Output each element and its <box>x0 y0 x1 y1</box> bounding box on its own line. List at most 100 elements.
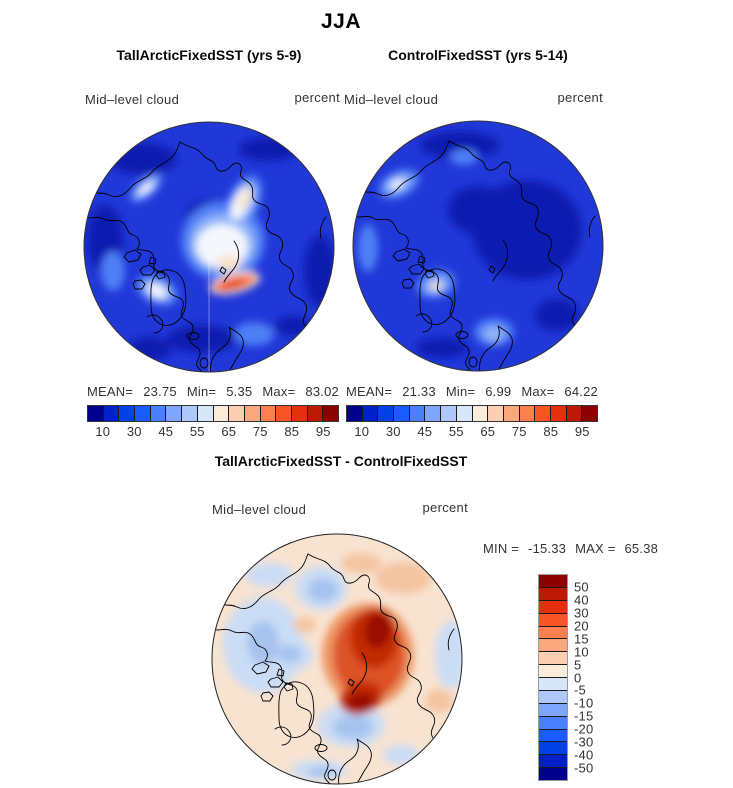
tick-label: 45 <box>158 424 174 439</box>
colorbar-cell <box>519 406 536 421</box>
colorbar-cell <box>488 406 504 421</box>
panel-title-tallarctic: TallArcticFixedSST (yrs 5-9) <box>116 47 302 63</box>
tick-label: -10 <box>574 695 594 711</box>
colorbar-cell <box>539 639 567 653</box>
tick-label: 75 <box>511 424 527 439</box>
colorbar-cell <box>550 406 567 421</box>
colorbar-cell <box>323 406 338 421</box>
min-value: 5.35 <box>226 384 253 399</box>
colorbar-cell <box>539 652 567 666</box>
polar-map-difference <box>211 533 463 785</box>
colorbar-cell <box>182 406 198 421</box>
colorbar-cell <box>503 406 520 421</box>
colorbar-cell <box>103 406 120 421</box>
mean-value: 23.75 <box>143 384 177 399</box>
tick-label: 55 <box>189 424 205 439</box>
colorbar-cell <box>456 406 473 421</box>
mean-label: MEAN= <box>346 384 393 399</box>
mean-value: 21.33 <box>402 384 436 399</box>
diff-min-label: MIN = <box>483 541 520 556</box>
colorbar-cell <box>539 626 567 640</box>
colorbar-cell <box>539 575 567 588</box>
colorbar-cell <box>362 406 379 421</box>
tick-label: -50 <box>574 760 594 776</box>
colorbar-cell <box>378 406 395 421</box>
tick-label: 20 <box>574 618 589 634</box>
colorbar-cell <box>197 406 214 421</box>
units-label-tallarctic: percent <box>294 90 340 105</box>
diff-min-value: -15.33 <box>528 541 567 556</box>
max-value: 83.02 <box>305 384 339 399</box>
colorbar-cell <box>88 406 104 421</box>
tick-label: 40 <box>574 592 589 608</box>
tick-label: -40 <box>574 747 594 763</box>
tick-label: 95 <box>574 424 590 439</box>
colorbar-cell <box>539 729 567 743</box>
colorbar-cell <box>166 406 183 421</box>
colorbar-cell <box>472 406 489 421</box>
colorbar-cell <box>539 716 567 730</box>
min-value: 6.99 <box>485 384 512 399</box>
colorbar-cell <box>539 587 567 601</box>
colorbar-cell <box>582 406 597 421</box>
colorbar-cell <box>213 406 230 421</box>
colorbar-cell <box>535 406 551 421</box>
colorbar-control <box>346 405 598 422</box>
tick-label: 85 <box>284 424 300 439</box>
panel-title-control: ControlFixedSST (yrs 5-14) <box>388 47 568 63</box>
max-value: 64.22 <box>564 384 598 399</box>
tick-label: 85 <box>543 424 559 439</box>
diff-max-value: 65.38 <box>624 541 659 556</box>
colorbar-tallarctic <box>87 405 339 422</box>
colorbar-cell <box>394 406 410 421</box>
colorbar-cell <box>135 406 151 421</box>
figure-title: JJA <box>320 10 362 33</box>
tick-label: 65 <box>480 424 496 439</box>
colorbar-ticks-tallarctic: 10 30 45 55 65 75 85 95 <box>87 424 339 439</box>
colorbar-cell <box>150 406 167 421</box>
units-label-control: percent <box>557 90 603 105</box>
colorbar-cell <box>119 406 136 421</box>
colorbar-cell <box>539 703 567 717</box>
field-label-control: Mid–level cloud <box>344 92 439 107</box>
colorbar-cell <box>291 406 308 421</box>
colorbar-cell <box>260 406 277 421</box>
min-label: Min= <box>445 384 476 399</box>
colorbar-cell <box>425 406 442 421</box>
colorbar-cell <box>229 406 245 421</box>
tick-label: 55 <box>448 424 464 439</box>
colorbar-cell <box>539 768 567 780</box>
max-label: Max= <box>262 384 296 399</box>
tick-label: 15 <box>574 631 589 647</box>
tick-label: 30 <box>574 605 589 621</box>
colorbar-ticks-difference: 50 40 30 20 15 10 5 0 -5 -10 -15 -20 -30 -40 -50 <box>574 574 614 781</box>
max-label: Max= <box>521 384 555 399</box>
colorbar-cell <box>539 600 567 614</box>
tick-label: 75 <box>252 424 268 439</box>
polar-map-control <box>352 120 604 372</box>
mean-label: MEAN= <box>87 384 134 399</box>
units-label-difference: percent <box>422 500 468 515</box>
colorbar-cell <box>539 690 567 704</box>
tick-label: 65 <box>221 424 237 439</box>
tick-label: 10 <box>574 644 589 660</box>
colorbar-cell <box>539 742 567 756</box>
tick-label: -20 <box>574 721 594 737</box>
tick-label: 30 <box>385 424 401 439</box>
tick-label: -15 <box>574 708 594 724</box>
tick-label: 50 <box>574 579 589 595</box>
colorbar-cell <box>276 406 292 421</box>
stats-tallarctic: MEAN= 23.75 Min= 5.35 Max= 83.02 <box>87 384 339 399</box>
colorbar-ticks-control: 10 30 45 55 65 75 85 95 <box>346 424 598 439</box>
colorbar-cell <box>244 406 261 421</box>
tick-label: 45 <box>417 424 433 439</box>
polar-map-tallarctic <box>83 121 335 373</box>
diff-max-label: MAX = <box>575 541 616 556</box>
tick-label: 0 <box>574 670 582 685</box>
colorbar-cell <box>409 406 426 421</box>
tick-label: 30 <box>126 424 142 439</box>
colorbar-cell <box>539 613 567 627</box>
colorbar-cell <box>441 406 457 421</box>
tick-label: -30 <box>574 734 594 750</box>
